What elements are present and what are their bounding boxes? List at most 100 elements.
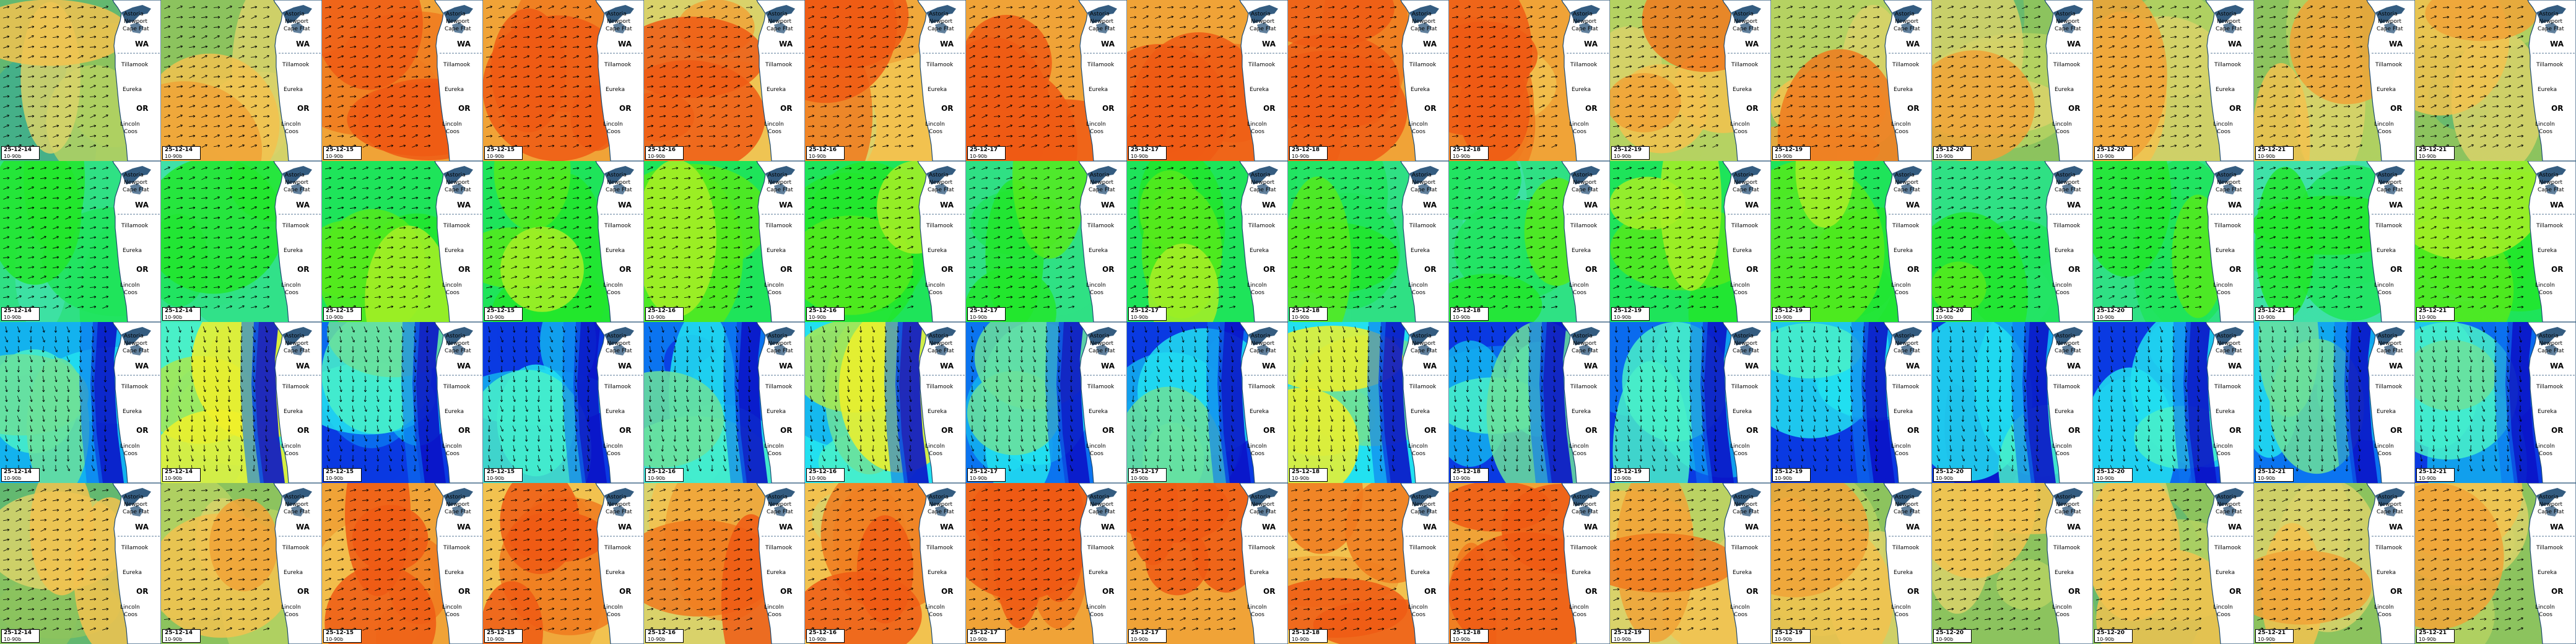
place-label-state-or: OR — [1746, 266, 1758, 273]
wind-arrow — [1191, 65, 1199, 68]
wind-arrow — [858, 6, 864, 9]
wind-arrow — [28, 75, 35, 78]
wind-arrow — [845, 6, 851, 9]
wind-arrow — [337, 15, 344, 19]
wind-arrow — [2, 55, 10, 58]
place-label-city-6: Coos — [1412, 129, 1425, 135]
layer-label: 10-90b — [4, 315, 21, 320]
wind-arrow — [1192, 134, 1199, 137]
wind-arrow — [820, 95, 827, 98]
wind-arrow — [1180, 15, 1186, 19]
wind-arrow — [1167, 35, 1174, 38]
place-label-state-or: OR — [1263, 266, 1275, 273]
wind-arrow — [498, 55, 505, 58]
timestamp-stamp: 25-12-14 10-90b — [1, 146, 40, 160]
place-label-city-3: Cape Flat — [1250, 187, 1276, 193]
place-label-city-6: Coos — [1251, 290, 1264, 296]
wind-arrow — [981, 134, 988, 137]
wind-arrow — [1502, 55, 1508, 58]
wind-arrow — [1167, 144, 1174, 147]
wind-arrow — [65, 15, 72, 19]
wind-arrow — [77, 65, 84, 68]
wind-arrow — [1192, 15, 1198, 19]
wind-arrow — [1353, 85, 1359, 89]
wind-arrow — [1056, 75, 1063, 78]
wind-arrow — [1489, 105, 1495, 108]
place-label-state-or: OR — [619, 105, 631, 112]
wind-arrow — [1043, 124, 1050, 128]
place-label-city-7: Tillamook — [765, 62, 792, 68]
wind-arrow — [387, 85, 393, 89]
wind-arrow — [1217, 115, 1224, 118]
wind-arrow — [1043, 15, 1050, 19]
wind-arrow — [1390, 65, 1397, 68]
wind-arrow — [3, 15, 10, 19]
wind-arrow — [53, 144, 59, 147]
wind-arrow — [1142, 105, 1149, 108]
map-tile-wind-7: WA OR Astoria Newport Cape Flat Tillamook Eure… — [966, 0, 1127, 161]
wind-arrow — [511, 75, 518, 78]
wind-arrow — [52, 6, 59, 9]
wind-arrow — [1464, 35, 1471, 38]
wind-arrow — [1526, 115, 1533, 118]
wind-arrow — [201, 124, 208, 128]
wind-arrow — [1291, 124, 1297, 128]
wind-arrow — [882, 95, 889, 98]
wind-arrow — [387, 105, 394, 108]
wind-arrow — [1068, 95, 1075, 98]
timestamp-stamp: 25-12-15 10-90b — [484, 307, 523, 321]
wind-arrow — [832, 35, 840, 38]
layer-label: 10-90b — [1131, 154, 1148, 159]
place-label-city-2: Newport — [1895, 19, 1918, 25]
wind-arrow — [2, 95, 10, 98]
wind-arrow — [882, 6, 889, 9]
wind-arrow — [1365, 134, 1372, 137]
place-label-city-5: Lincoln — [1086, 121, 1106, 128]
place-label-city-5: Lincoln — [2213, 121, 2233, 128]
wind-arrow — [560, 75, 567, 79]
wind-arrow — [28, 35, 34, 39]
wind-arrow — [424, 15, 431, 19]
wind-arrow — [1068, 35, 1074, 39]
forecast-time: 25-12-17 — [1131, 308, 1159, 314]
wind-arrow — [498, 134, 505, 137]
wind-arrow — [176, 115, 183, 118]
wind-arrow — [845, 115, 851, 118]
wind-arrow — [90, 124, 97, 128]
contour-region — [1130, 32, 1268, 161]
wind-arrow — [1551, 75, 1558, 78]
map-tile-gust-3: WA OR Astoria Newport Cape Flat Tillamook Eure… — [322, 161, 483, 322]
place-label-city-4: Eureka — [606, 87, 625, 93]
wind-arrow — [399, 95, 406, 98]
wind-arrow — [870, 65, 876, 69]
wind-arrow — [1477, 15, 1484, 19]
wind-arrow — [1514, 85, 1521, 88]
place-label-city-7: Tillamook — [1570, 62, 1597, 68]
wind-arrow — [387, 95, 394, 98]
wind-arrow — [77, 144, 84, 147]
wind-arrow — [201, 115, 208, 118]
wind-arrow — [412, 85, 418, 89]
wind-arrow — [510, 115, 518, 118]
wind-arrow — [89, 6, 97, 9]
wind-arrow — [647, 15, 653, 19]
wind-arrow — [981, 85, 988, 88]
wind-arrow — [53, 124, 59, 128]
wind-arrow — [251, 15, 257, 19]
wind-arrow — [808, 45, 815, 48]
wind-arrow — [845, 124, 851, 128]
wind-arrow — [213, 75, 220, 78]
wind-arrow — [1489, 144, 1496, 147]
wind-arrow — [1229, 65, 1236, 68]
wind-arrow — [659, 124, 666, 128]
wind-arrow — [90, 85, 96, 89]
wind-arrow — [337, 25, 344, 29]
wind-arrow — [1167, 105, 1174, 108]
wind-arrow — [573, 144, 579, 148]
wind-arrow — [1179, 6, 1186, 9]
wind-arrow — [1217, 65, 1223, 69]
wind-arrow — [820, 115, 827, 118]
wind-arrow — [1464, 6, 1471, 9]
forecast-time: 25-12-18 — [1453, 308, 1481, 314]
